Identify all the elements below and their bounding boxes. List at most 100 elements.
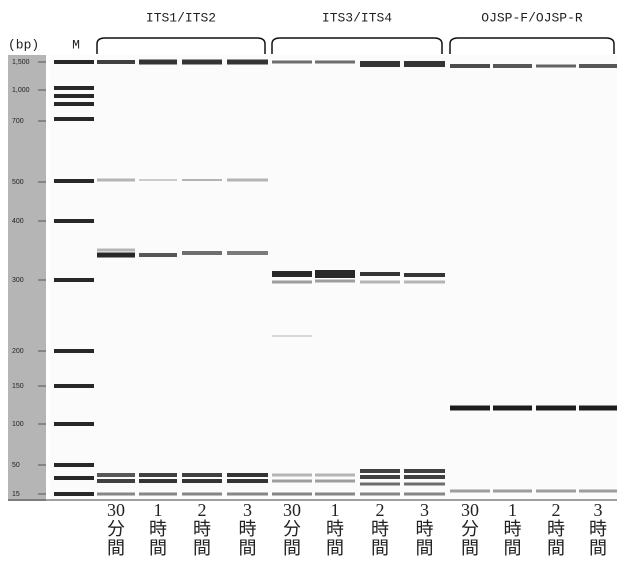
ladder-label: 300: [12, 277, 24, 284]
lane-label: 時: [504, 519, 522, 539]
band: [227, 251, 268, 255]
band: [360, 492, 400, 496]
band: [54, 219, 94, 223]
ladder-label: 100: [12, 421, 24, 428]
band: [404, 280, 445, 284]
band: [54, 60, 94, 64]
lane-label: 時: [416, 519, 434, 539]
band: [493, 405, 532, 411]
ladder-label: 150: [12, 383, 24, 390]
band: [97, 492, 135, 496]
unit-label: (bp): [8, 37, 39, 52]
band: [579, 405, 617, 411]
lane-label: 間: [193, 538, 211, 558]
lane-label: 間: [283, 538, 301, 558]
band: [360, 469, 400, 473]
ladder-label: 1,000: [12, 87, 30, 94]
lane-label: 間: [504, 538, 522, 558]
lane-label: 30: [283, 500, 301, 520]
band: [536, 489, 576, 493]
band: [54, 117, 94, 121]
lane-label: 間: [461, 538, 479, 558]
band: [536, 405, 576, 411]
lane-label: 間: [326, 538, 344, 558]
band: [227, 492, 268, 496]
ladder-label: 500: [12, 179, 24, 186]
band: [360, 280, 400, 284]
lane-label: 3: [420, 500, 429, 520]
band: [360, 482, 400, 486]
band: [182, 479, 222, 483]
band: [272, 335, 312, 337]
lane-label: 間: [416, 538, 434, 558]
band: [97, 252, 135, 258]
band: [404, 469, 445, 473]
band: [227, 59, 268, 65]
band: [360, 475, 400, 479]
band: [272, 492, 312, 496]
ladder-label: 200: [12, 348, 24, 355]
band: [404, 475, 445, 479]
lane-label: 間: [371, 538, 389, 558]
band: [97, 479, 135, 483]
band: [182, 473, 222, 477]
group-label: ITS1/ITS2: [146, 10, 216, 25]
band: [139, 179, 177, 181]
group-bracket: [271, 37, 443, 54]
lane-label: 3: [594, 500, 603, 520]
band: [404, 492, 445, 496]
band: [404, 273, 445, 277]
band: [579, 489, 617, 493]
band: [182, 179, 222, 181]
band: [315, 279, 355, 283]
band: [97, 248, 135, 252]
band: [536, 64, 576, 68]
band: [139, 479, 177, 483]
band: [139, 253, 177, 257]
band: [272, 280, 312, 284]
ladder-label: 50: [12, 462, 20, 469]
band: [450, 489, 490, 493]
lane-label: 2: [552, 500, 561, 520]
band: [404, 482, 445, 486]
lane-label: 分: [107, 519, 125, 539]
group-bracket: [96, 37, 266, 54]
band: [54, 102, 94, 106]
band: [579, 64, 617, 68]
band: [315, 473, 355, 477]
band: [182, 492, 222, 496]
ladder-label: 700: [12, 118, 24, 125]
band: [450, 405, 490, 411]
lane-label: 分: [461, 519, 479, 539]
band: [315, 60, 355, 64]
band: [139, 492, 177, 496]
lane-label: 1: [331, 500, 340, 520]
lane-label: 3: [243, 500, 252, 520]
band: [493, 64, 532, 68]
lane-label: 間: [107, 538, 125, 558]
band: [182, 251, 222, 255]
band: [182, 59, 222, 65]
lane-label: 間: [589, 538, 607, 558]
band: [272, 479, 312, 483]
lane-label: 時: [371, 519, 389, 539]
lane-label: 時: [193, 519, 211, 539]
band: [54, 86, 94, 90]
lane-label: 時: [589, 519, 607, 539]
band: [54, 492, 94, 496]
band: [315, 492, 355, 496]
band: [272, 60, 312, 64]
band: [97, 60, 135, 64]
band: [54, 384, 94, 388]
lane-label: 間: [547, 538, 565, 558]
band: [139, 473, 177, 477]
group-bracket: [449, 37, 615, 54]
band: [54, 422, 94, 426]
band: [315, 270, 355, 278]
band: [97, 473, 135, 477]
band: [360, 272, 400, 276]
lane-label: 1: [508, 500, 517, 520]
lane-label: 分: [283, 519, 301, 539]
band: [97, 178, 135, 182]
